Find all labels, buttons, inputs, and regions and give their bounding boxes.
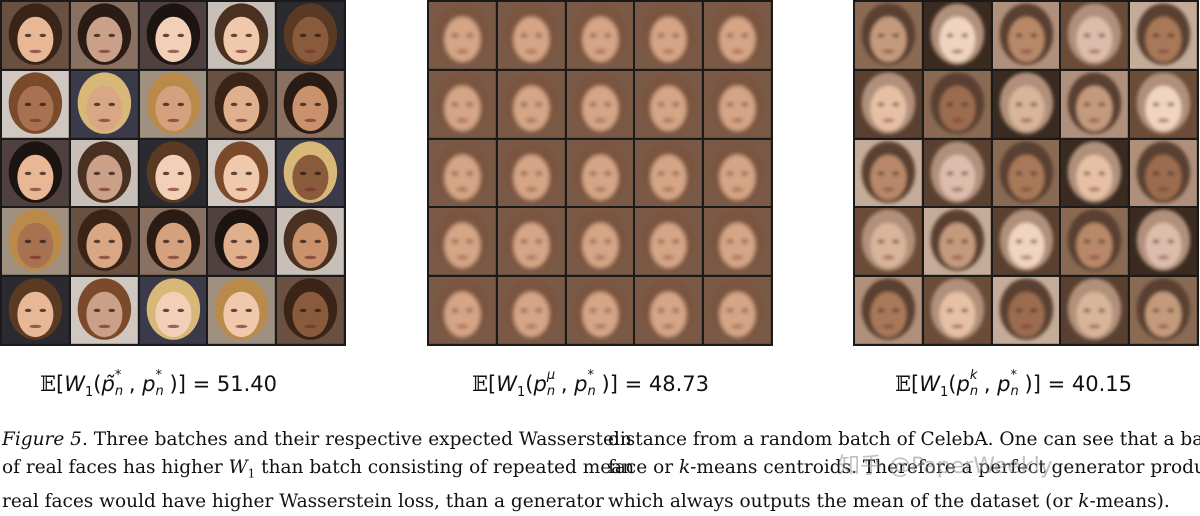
real-face-thumbnail [277, 70, 344, 138]
mean-face-thumbnail [704, 70, 771, 138]
mean-face-thumbnail [566, 139, 634, 207]
kmeans-face-thumbnail [855, 70, 922, 138]
real-face-thumbnail [2, 2, 69, 69]
mean-face-thumbnail [429, 2, 496, 69]
metric-mean: 𝔼[W1(p μ n, p * n)] = 48.73 [472, 368, 709, 400]
real-face-thumbnail [139, 70, 207, 138]
mean-face-thumbnail [704, 208, 771, 276]
real-face-thumbnail [208, 70, 276, 138]
kmeans-face-thumbnail [923, 70, 991, 138]
mean-face-thumbnail [566, 2, 634, 69]
mean-face-thumbnail [429, 208, 496, 276]
kmeans-face-thumbnail [923, 277, 991, 344]
real-face-thumbnail [139, 277, 207, 344]
mean-face-thumbnail [566, 277, 634, 344]
mean-face-thumbnail [497, 70, 565, 138]
real-face-thumbnail [277, 208, 344, 276]
real-face-thumbnail [277, 277, 344, 344]
mean-face-thumbnail [704, 139, 771, 207]
kmeans-face-thumbnail [923, 139, 991, 207]
kmeans-face-thumbnail [855, 2, 922, 69]
mean-face-thumbnail [566, 70, 634, 138]
real-face-thumbnail [70, 2, 138, 69]
metric-real-value: 51.40 [216, 372, 277, 396]
mean-face-thumbnail [497, 2, 565, 69]
metric-kmeans-value: 40.15 [1071, 372, 1132, 396]
kmeans-face-thumbnail [992, 208, 1060, 276]
kmeans-face-thumbnail [1061, 208, 1129, 276]
mean-face-thumbnail [497, 277, 565, 344]
real-face-thumbnail [70, 208, 138, 276]
figure-caption: Figure 5. Three batches and their respec… [2, 429, 1200, 512]
kmeans-face-thumbnail [1061, 70, 1129, 138]
mean-face-thumbnail [704, 277, 771, 344]
mean-face-thumbnail [566, 208, 634, 276]
real-face-thumbnail [208, 208, 276, 276]
kmeans-face-thumbnail [1061, 139, 1129, 207]
mean-face-thumbnail [497, 208, 565, 276]
mean-face-thumbnail [429, 70, 496, 138]
mean-face-thumbnail [429, 139, 496, 207]
kmeans-face-thumbnail [855, 277, 922, 344]
real-face-thumbnail [139, 208, 207, 276]
metric-mean-value: 48.73 [648, 372, 709, 396]
mean-faces-grid [427, 0, 773, 346]
figure-label: Figure 5. [2, 429, 88, 450]
kmeans-face-thumbnail [1130, 139, 1197, 207]
metric-kmeans: 𝔼[W1(p k n, p * n)] = 40.15 [895, 368, 1132, 400]
kmeans-faces-grid [853, 0, 1199, 346]
kmeans-face-thumbnail [1130, 70, 1197, 138]
real-faces-grid [0, 0, 346, 346]
metric-real: 𝔼[W1(p̃ * n, p * n)] = 51.40 [40, 368, 277, 400]
kmeans-face-thumbnail [855, 139, 922, 207]
real-face-thumbnail [208, 139, 276, 207]
real-face-thumbnail [2, 277, 69, 344]
kmeans-face-thumbnail [1130, 277, 1197, 344]
mean-face-thumbnail [635, 277, 703, 344]
real-face-thumbnail [70, 139, 138, 207]
real-face-thumbnail [277, 2, 344, 69]
kmeans-face-thumbnail [855, 208, 922, 276]
mean-face-thumbnail [635, 2, 703, 69]
mean-face-thumbnail [704, 2, 771, 69]
real-face-thumbnail [139, 139, 207, 207]
real-face-thumbnail [70, 277, 138, 344]
mean-face-thumbnail [635, 139, 703, 207]
real-face-thumbnail [2, 139, 69, 207]
mean-face-thumbnail [497, 139, 565, 207]
real-face-thumbnail [2, 208, 69, 276]
kmeans-face-thumbnail [1061, 277, 1129, 344]
kmeans-face-thumbnail [992, 2, 1060, 69]
kmeans-face-thumbnail [923, 208, 991, 276]
mean-face-thumbnail [635, 208, 703, 276]
kmeans-face-thumbnail [1061, 2, 1129, 69]
real-face-thumbnail [70, 70, 138, 138]
kmeans-face-thumbnail [923, 2, 991, 69]
kmeans-face-thumbnail [1130, 2, 1197, 69]
real-face-thumbnail [208, 277, 276, 344]
kmeans-face-thumbnail [1130, 208, 1197, 276]
kmeans-face-thumbnail [992, 70, 1060, 138]
real-face-thumbnail [139, 2, 207, 69]
kmeans-face-thumbnail [992, 277, 1060, 344]
real-face-thumbnail [2, 70, 69, 138]
real-face-thumbnail [277, 139, 344, 207]
mean-face-thumbnail [429, 277, 496, 344]
real-face-thumbnail [208, 2, 276, 69]
mean-face-thumbnail [635, 70, 703, 138]
kmeans-face-thumbnail [992, 139, 1060, 207]
watermark: 知乎 @PaperWeekly [838, 454, 1053, 479]
